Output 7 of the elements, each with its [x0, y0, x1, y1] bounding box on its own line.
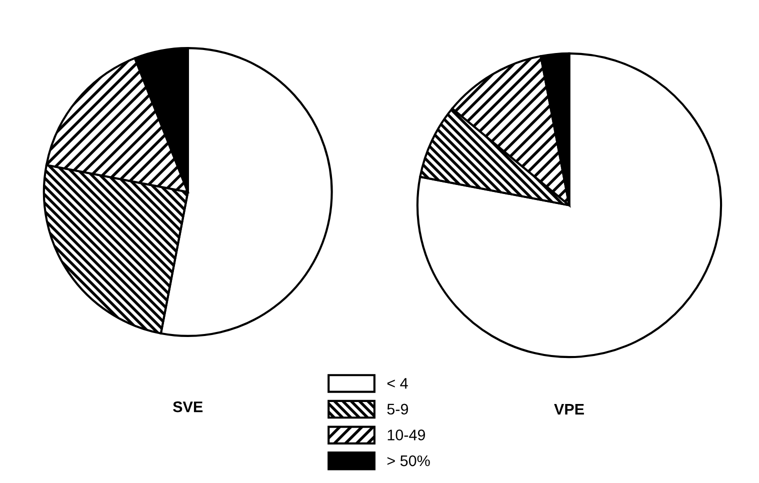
legend-label: < 4: [387, 378, 408, 389]
legend-label: > 50%: [387, 455, 430, 466]
legend-label: 10-49: [388, 430, 426, 440]
pie-slice: [416, 52, 722, 358]
text: VPE: [554, 404, 584, 414]
text: SVE: [173, 401, 203, 412]
legend-label: 5-9: [387, 404, 408, 415]
